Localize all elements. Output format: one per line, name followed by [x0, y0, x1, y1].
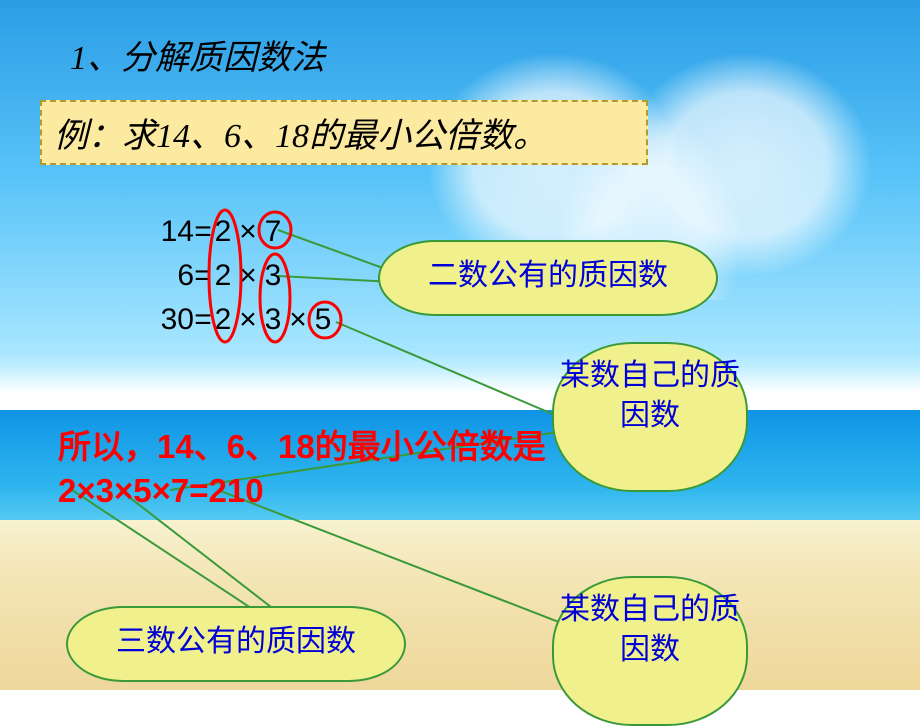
factor-row: 6=2×3 [138, 254, 334, 298]
equals: = [194, 298, 212, 342]
callout-own-1: 某数自己的质因数 [552, 342, 748, 492]
result-text: 所以，14、6、18的最小公倍数是 2×3×5×7=210 [58, 425, 546, 513]
factor-row: 30=2×3×5 [138, 298, 334, 342]
factor: 3 [262, 298, 284, 342]
callout-own-2: 某数自己的质因数 [552, 576, 748, 726]
result-line1: 所以，14、6、18的最小公倍数是 [58, 425, 546, 469]
times: × [284, 298, 312, 342]
factor-lhs: 6 [138, 254, 194, 298]
factor: 2 [212, 298, 234, 342]
factor: 5 [312, 298, 334, 342]
times: × [234, 210, 262, 254]
equals: = [194, 210, 212, 254]
equals: = [194, 254, 212, 298]
result-line2: 2×3×5×7=210 [58, 469, 546, 513]
factor-lhs: 30 [138, 298, 194, 342]
times: × [234, 254, 262, 298]
factor: 7 [262, 210, 284, 254]
factor: 2 [212, 254, 234, 298]
factor-row: 14=2×7 [138, 210, 334, 254]
example-box: 例：求14、6、18的最小公倍数。 [40, 100, 648, 165]
callout-two-common: 二数公有的质因数 [378, 240, 718, 316]
factor-lhs: 14 [138, 210, 194, 254]
times: × [234, 298, 262, 342]
factorization-block: 14=2×7 6=2×3 30=2×3×5 [138, 210, 334, 342]
slide-title: 1、分解质因数法 [70, 30, 325, 79]
factor: 3 [262, 254, 284, 298]
callout-three-common: 三数公有的质因数 [66, 606, 406, 682]
factor: 2 [212, 210, 234, 254]
